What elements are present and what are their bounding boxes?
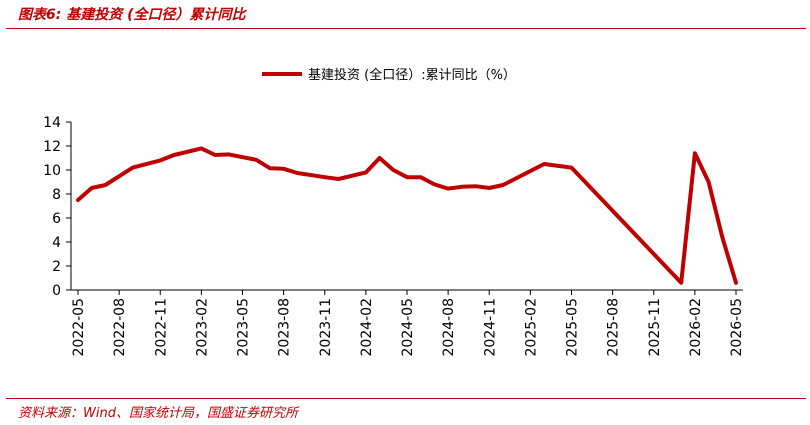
y-tick-label: 10 [43, 163, 61, 179]
y-tick-label: 12 [43, 139, 61, 155]
x-tick-label: 2023-02 [194, 298, 210, 357]
figure-title: 图表6: 基建投资 (全口径）累计同比 [18, 7, 246, 23]
x-tick-label: 2026-02 [688, 298, 704, 357]
x-tick-label: 2025-11 [647, 298, 663, 357]
x-tick-label: 2024-08 [441, 298, 457, 357]
footer-divider [6, 398, 806, 399]
y-tick-label: 0 [52, 283, 61, 299]
y-tick-label: 2 [52, 259, 61, 275]
x-tick-label: 2026-05 [729, 298, 745, 357]
legend-label: 基建投资 (全口径）:累计同比（%） [308, 67, 516, 83]
x-tick-label: 2025-05 [565, 298, 581, 357]
x-tick-label: 2023-08 [277, 298, 293, 357]
x-tick-label: 2025-02 [523, 298, 539, 357]
y-tick-label: 14 [43, 115, 61, 131]
x-tick-label: 2023-11 [318, 298, 334, 357]
x-tick-label: 2022-11 [153, 298, 169, 357]
x-tick-label: 2022-08 [112, 298, 128, 357]
x-axis: 2022-05 2022-08 2022-11 2023-02 2023-05 2023-… [71, 289, 745, 357]
y-axis: 0 2 4 6 8 10 12 14 [43, 115, 72, 299]
y-tick-label: 4 [52, 235, 61, 251]
plot-area [76, 146, 738, 285]
x-tick-label: 2023-05 [236, 298, 252, 357]
x-tick-label: 2022-05 [71, 298, 87, 357]
x-tick-label: 2025-08 [606, 298, 622, 357]
y-tick-label: 6 [52, 211, 61, 227]
legend: 基建投资 (全口径）:累计同比（%） [262, 67, 516, 83]
x-tick-label: 2024-11 [482, 298, 498, 357]
series-line [76, 146, 738, 285]
x-tick-label: 2024-05 [400, 298, 416, 357]
x-tick-label: 2024-02 [359, 298, 375, 357]
title-divider [6, 28, 806, 29]
y-tick-label: 8 [52, 187, 61, 203]
source-note: 资料来源：Wind、国家统计局，国盛证券研究所 [18, 406, 298, 421]
